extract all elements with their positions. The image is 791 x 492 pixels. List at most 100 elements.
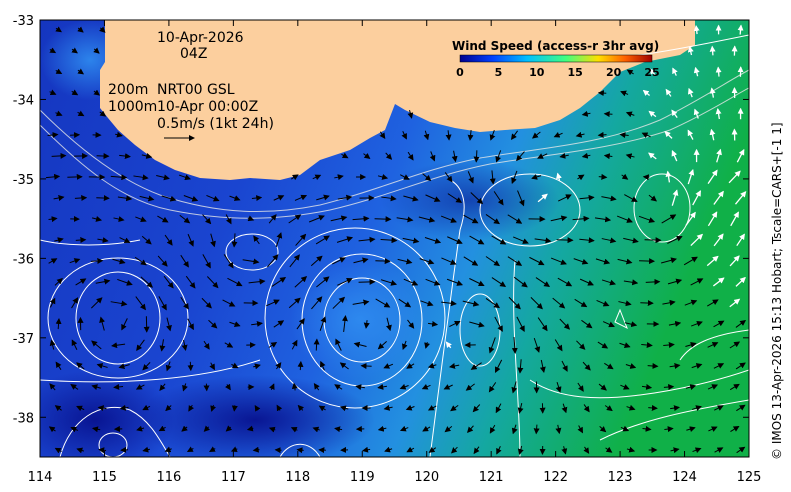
current-arrow <box>620 90 629 97</box>
current-arrow <box>470 192 484 205</box>
current-arrow <box>268 214 277 224</box>
current-arrow <box>135 384 145 390</box>
lon-tick-label: 117 <box>221 470 246 485</box>
current-arrow <box>202 214 212 225</box>
current-arrow <box>379 131 386 140</box>
current-arrow <box>397 258 413 265</box>
current-arrow <box>290 427 298 433</box>
credit-text: © IMOS 13-Apr-2026 15:13 Hobart; Tscale=… <box>770 122 784 460</box>
current-arrow <box>617 258 633 265</box>
current-arrow <box>399 425 409 432</box>
current-arrow <box>537 153 548 159</box>
current-arrow-fast <box>556 172 562 181</box>
deep-patch-s <box>135 375 375 457</box>
colorbar: Wind Speed (access-r 3hr avg) 0 5 10 15 20 25 <box>452 39 660 79</box>
current-arrow <box>113 383 124 390</box>
current-arrow <box>231 362 239 369</box>
current-arrow <box>341 152 349 159</box>
current-arrow <box>276 404 283 412</box>
current-arrow <box>618 300 632 307</box>
current-arrow <box>141 235 152 245</box>
current-arrow <box>496 446 502 455</box>
current-arrow <box>203 340 210 350</box>
current-arrow <box>403 278 419 286</box>
current-arrow <box>582 361 591 371</box>
current-arrow <box>581 110 591 117</box>
current-arrow <box>49 89 57 96</box>
current-arrow <box>535 277 551 288</box>
current-arrow <box>469 278 485 287</box>
current-arrow <box>730 425 740 432</box>
current-arrow <box>93 89 101 96</box>
current-arrow <box>516 316 525 333</box>
current-arrow <box>166 317 172 332</box>
current-arrow <box>664 426 674 433</box>
current-arrow-fast <box>707 211 718 227</box>
current-arrow <box>713 320 725 328</box>
current-arrow <box>210 233 216 248</box>
current-arrow <box>266 299 280 307</box>
current-arrow <box>402 340 408 350</box>
current-arrow <box>288 297 301 309</box>
current-arrow <box>406 446 415 453</box>
current-arrow <box>203 425 211 432</box>
current-arrow <box>112 258 126 265</box>
current-arrow <box>363 152 371 159</box>
current-arrow <box>339 362 349 370</box>
current-arrow <box>156 174 170 181</box>
current-arrow <box>313 383 320 391</box>
current-arrow <box>291 174 299 181</box>
current-arrow <box>620 425 630 432</box>
current-arrow <box>735 319 747 328</box>
current-arrow <box>231 405 238 412</box>
current-arrow <box>224 342 234 348</box>
current-arrow <box>559 318 571 330</box>
current-arrow <box>470 362 482 370</box>
current-arrow <box>386 317 392 332</box>
current-arrow-fast <box>735 276 746 287</box>
current-arrow <box>597 341 609 349</box>
current-arrow <box>598 173 608 180</box>
current-arrow <box>423 130 430 141</box>
current-arrow <box>178 174 191 181</box>
current-arrow <box>601 195 617 202</box>
current-arrow <box>54 405 62 412</box>
current-arrow <box>530 296 543 310</box>
current-arrow <box>491 277 507 287</box>
lon-tick-label: 123 <box>608 470 633 485</box>
current-arrow <box>550 215 568 222</box>
current-arrow-fast <box>671 109 678 119</box>
current-arrow <box>619 132 629 139</box>
current-arrow <box>67 173 83 180</box>
current-arrow <box>577 174 585 181</box>
current-arrow <box>49 47 57 54</box>
current-arrow <box>121 318 128 331</box>
current-arrow <box>186 446 194 452</box>
current-arrow <box>136 425 145 432</box>
current-arrow <box>620 384 630 390</box>
colorbar-tick-label: 15 <box>568 66 583 79</box>
current-arrow <box>573 258 589 265</box>
current-arrow <box>206 194 220 202</box>
current-arrow <box>117 195 133 202</box>
colorbar-tick-label: 20 <box>606 66 622 79</box>
current-arrow <box>51 152 67 159</box>
current-arrow <box>295 233 307 246</box>
lon-tick-label: 114 <box>28 470 53 485</box>
current-arrow <box>251 195 263 202</box>
current-arrow <box>708 426 718 432</box>
colorbar-tick-label: 0 <box>456 66 464 79</box>
current-arrow <box>625 153 635 160</box>
current-arrow <box>424 341 430 349</box>
current-arrow <box>76 447 85 454</box>
current-arrow <box>601 237 617 244</box>
current-arrow-fast <box>687 87 694 98</box>
current-arrow <box>714 447 724 453</box>
current-arrow <box>337 278 353 286</box>
current-arrow <box>440 215 457 223</box>
current-arrow-fast <box>693 66 700 77</box>
current-arrow <box>48 258 58 264</box>
current-arrow <box>489 424 496 434</box>
current-arrow <box>96 363 108 369</box>
current-arrow <box>380 279 398 286</box>
